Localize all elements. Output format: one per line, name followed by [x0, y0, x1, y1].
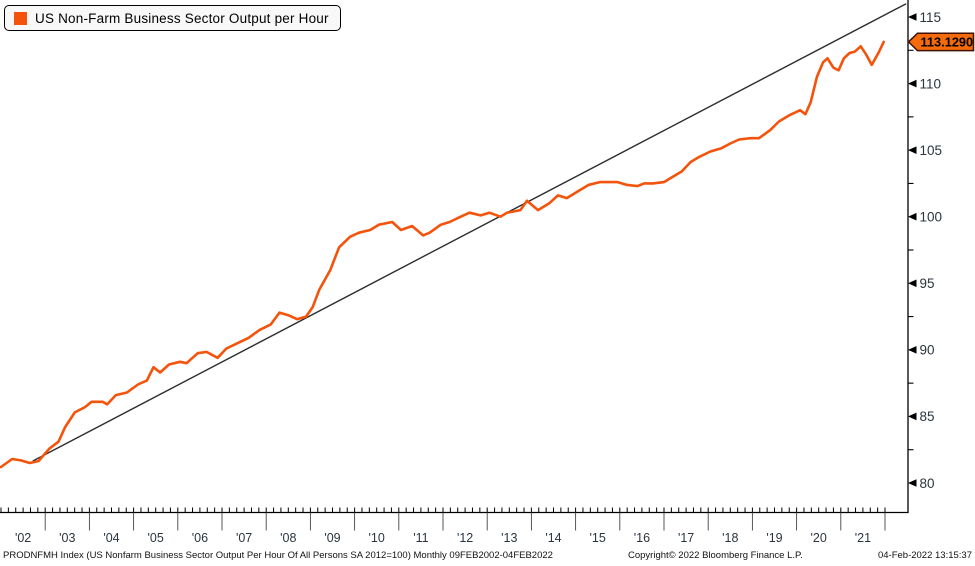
x-axis-year-label: '02: [15, 531, 31, 545]
series-color-swatch: [14, 11, 27, 25]
legend-box[interactable]: US Non-Farm Business Sector Output per H…: [4, 5, 341, 31]
y-tick-arrow: [908, 13, 917, 21]
x-axis-year-label: '12: [457, 531, 473, 545]
x-axis-year-label: '14: [545, 531, 561, 545]
last-value-tag-shape: [907, 32, 975, 52]
x-axis-year-label: '10: [369, 531, 385, 545]
y-axis-label: 80: [920, 476, 935, 491]
x-axis-year-label: '18: [722, 531, 738, 545]
series-legend-label: US Non-Farm Business Sector Output per H…: [35, 10, 329, 26]
y-tick-arrow: [908, 412, 917, 421]
y-tick-arrow: [908, 346, 917, 354]
x-axis-year-label: '16: [634, 531, 650, 545]
x-axis-year-label: '13: [501, 531, 517, 545]
x-axis-year-label: '07: [236, 531, 252, 545]
x-axis-ticks: '02 '03 '04 '05 '06 '07 '08 '09 '10 '11 '12 '13 '14 '…: [0, 507, 886, 545]
x-axis-year-label: '19: [766, 531, 782, 545]
y-axis-ticks: 80 85 90 95 100 105 110 115: [908, 10, 942, 491]
footer-timestamp: 04-Feb-2022 13:15:37: [877, 550, 972, 561]
footer-bar: PRODNFMH Index (US Nonfarm Business Sect…: [0, 547, 975, 563]
y-tick-arrow: [908, 479, 917, 487]
footer-copyright: Copyright© 2022 Bloomberg Finance L.P.: [628, 550, 803, 561]
x-axis-year-label: '20: [811, 531, 827, 545]
productivity-series-line: [0, 40, 886, 469]
y-axis-label: 90: [920, 343, 935, 358]
x-axis-year-label: '08: [280, 531, 296, 545]
y-tick-arrow: [908, 279, 917, 288]
y-axis-label: 95: [920, 276, 935, 291]
y-axis-label: 100: [920, 210, 943, 225]
last-value-tag: 113.1290: [907, 32, 975, 52]
x-axis-year-label: '17: [678, 531, 694, 545]
x-axis-year-label: '05: [148, 531, 164, 545]
y-tick-arrow: [908, 146, 917, 154]
y-tick-arrow: [908, 79, 917, 88]
y-axis-label: 105: [920, 143, 943, 158]
x-axis-year-label: '06: [192, 531, 208, 545]
y-axis-label: 85: [920, 409, 935, 424]
trend-line: [32, 3, 907, 462]
x-axis-year-label: '04: [103, 531, 119, 545]
x-axis-year-label: '21: [855, 531, 871, 545]
x-axis-year-label: '03: [59, 531, 75, 545]
footer-ticker-info: PRODNFMH Index (US Nonfarm Business Sect…: [3, 550, 553, 561]
y-axis-label: 110: [920, 76, 942, 91]
y-axis-label: 115: [920, 10, 942, 25]
x-axis-year-label: '15: [590, 531, 606, 545]
x-axis-year-label: '11: [413, 531, 428, 545]
y-tick-arrow: [908, 212, 917, 221]
last-value-label: 113.1290: [921, 35, 974, 50]
x-axis-year-label: '09: [324, 531, 340, 545]
